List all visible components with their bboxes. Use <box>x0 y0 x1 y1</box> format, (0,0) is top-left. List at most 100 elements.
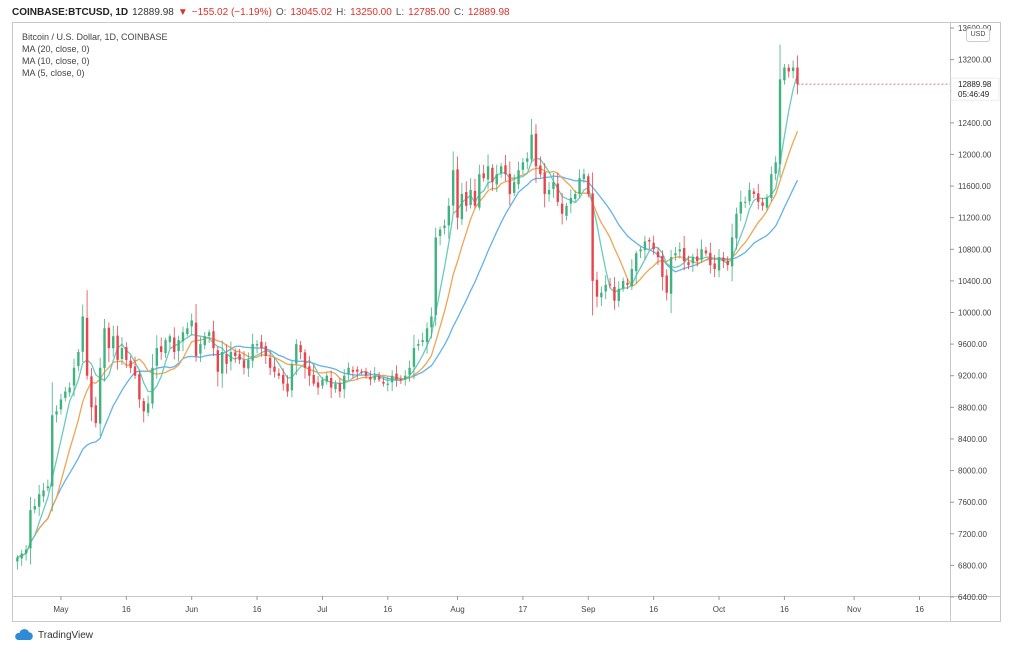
candle[interactable] <box>438 229 442 237</box>
candle[interactable] <box>765 197 769 208</box>
candle[interactable] <box>308 366 311 376</box>
candle[interactable] <box>364 371 368 376</box>
candle[interactable] <box>142 401 145 412</box>
candle[interactable] <box>635 253 638 272</box>
candle[interactable] <box>190 320 193 327</box>
candle[interactable] <box>229 352 233 362</box>
candle[interactable] <box>787 67 790 72</box>
candle[interactable] <box>713 263 716 270</box>
candle[interactable] <box>752 191 756 194</box>
candle[interactable] <box>408 367 411 375</box>
candle[interactable] <box>59 399 63 410</box>
candle[interactable] <box>417 344 420 346</box>
candle[interactable] <box>255 344 259 346</box>
candle[interactable] <box>578 178 581 195</box>
candle[interactable] <box>648 239 651 242</box>
candle[interactable] <box>560 203 564 214</box>
candle[interactable] <box>412 348 416 367</box>
candle[interactable] <box>691 257 695 264</box>
candle[interactable] <box>460 193 464 220</box>
candle[interactable] <box>151 367 154 404</box>
candle[interactable] <box>696 256 699 262</box>
candle[interactable] <box>369 376 372 380</box>
candle[interactable] <box>382 382 385 384</box>
candle[interactable] <box>678 249 681 252</box>
symbol-label[interactable]: COINBASE:BTCUSD, 1D <box>12 6 129 18</box>
candle[interactable] <box>547 190 551 195</box>
candle[interactable] <box>465 192 468 206</box>
candle[interactable] <box>238 354 241 360</box>
candle[interactable] <box>796 67 799 85</box>
candle[interactable] <box>395 373 398 380</box>
candle[interactable] <box>164 340 167 354</box>
candle[interactable] <box>778 79 782 165</box>
candle[interactable] <box>325 375 328 382</box>
candle[interactable] <box>81 316 84 352</box>
candle[interactable] <box>652 242 655 250</box>
candle[interactable] <box>207 332 211 336</box>
candle[interactable] <box>443 225 446 229</box>
candle[interactable] <box>282 374 285 384</box>
candle[interactable] <box>138 374 141 400</box>
candle[interactable] <box>42 490 45 497</box>
candle[interactable] <box>277 373 281 376</box>
candle[interactable] <box>478 174 481 208</box>
candle[interactable] <box>556 183 559 202</box>
candle[interactable] <box>338 382 342 392</box>
candle[interactable] <box>661 255 664 277</box>
candle[interactable] <box>373 375 376 380</box>
candle[interactable] <box>495 174 498 185</box>
candle[interactable] <box>451 170 455 206</box>
candle[interactable] <box>770 174 773 199</box>
candle[interactable] <box>199 344 202 354</box>
candle[interactable] <box>29 510 32 549</box>
candle[interactable] <box>260 341 263 349</box>
candle[interactable] <box>569 197 573 204</box>
candle[interactable] <box>312 374 315 384</box>
candle[interactable] <box>791 67 795 72</box>
candle[interactable] <box>425 328 429 343</box>
candle[interactable] <box>473 190 477 206</box>
candle[interactable] <box>534 133 538 167</box>
candle[interactable] <box>748 190 751 202</box>
candle[interactable] <box>682 248 686 262</box>
candle[interactable] <box>704 250 708 254</box>
candle[interactable] <box>469 190 472 205</box>
legend-ma10[interactable]: MA (10, close, 0) <box>22 56 90 66</box>
candle[interactable] <box>146 403 150 413</box>
candle[interactable] <box>290 363 294 391</box>
candle[interactable] <box>64 391 67 398</box>
candle[interactable] <box>761 202 764 206</box>
candle[interactable] <box>220 352 224 374</box>
candle[interactable] <box>526 158 529 162</box>
candle[interactable] <box>630 269 634 287</box>
candle[interactable] <box>386 383 389 385</box>
candle[interactable] <box>582 174 586 179</box>
candle[interactable] <box>743 201 747 203</box>
candle[interactable] <box>264 346 267 356</box>
candle[interactable] <box>543 172 546 194</box>
candle[interactable] <box>521 162 525 170</box>
candle[interactable] <box>173 337 176 353</box>
chart-area[interactable]: 13600.0013200.0012800.0012400.0012000.00… <box>12 22 1001 622</box>
candle[interactable] <box>321 379 324 386</box>
candle[interactable] <box>103 328 106 369</box>
candle[interactable] <box>591 193 594 281</box>
ma-line[interactable] <box>17 130 799 559</box>
price-chart[interactable]: 13600.0013200.0012800.0012400.0012000.00… <box>12 22 1001 622</box>
legend-ma20[interactable]: MA (20, close, 0) <box>22 44 90 54</box>
candle[interactable] <box>55 411 58 415</box>
candle[interactable] <box>530 134 533 160</box>
candle[interactable] <box>334 383 337 390</box>
candle[interactable] <box>268 357 272 368</box>
candle[interactable] <box>155 348 159 366</box>
candle[interactable] <box>107 327 111 349</box>
candle[interactable] <box>421 340 424 342</box>
candle[interactable] <box>456 169 459 218</box>
candle[interactable] <box>242 360 246 368</box>
candle[interactable] <box>730 237 734 267</box>
candle[interactable] <box>404 375 407 380</box>
candle[interactable] <box>273 366 276 372</box>
candle[interactable] <box>356 369 359 372</box>
candle[interactable] <box>85 317 89 376</box>
